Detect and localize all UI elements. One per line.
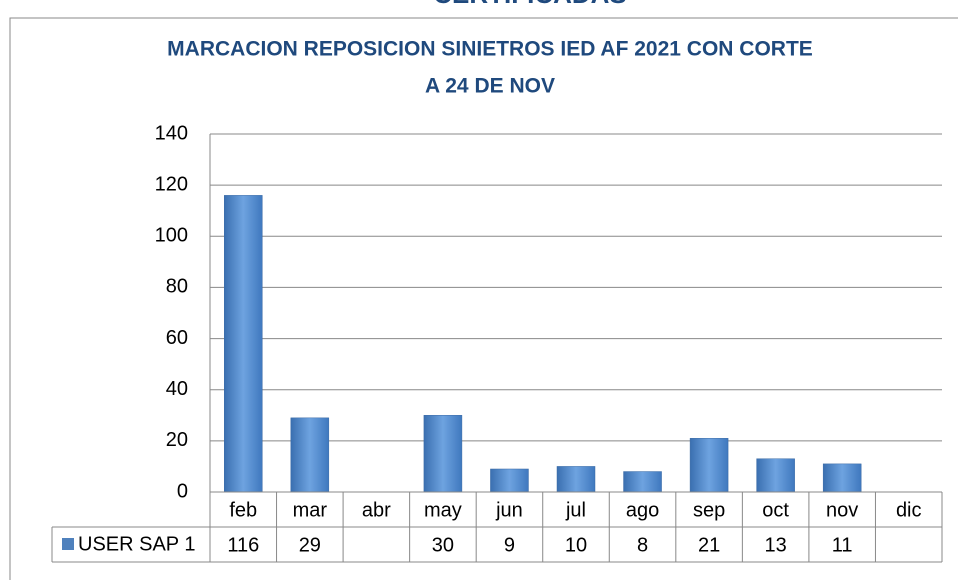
bar bbox=[756, 458, 795, 493]
table-value: 13 bbox=[765, 534, 787, 556]
y-tick-label: 80 bbox=[166, 276, 188, 298]
legend-key bbox=[62, 538, 74, 550]
x-tick-label: abr bbox=[362, 499, 391, 521]
bar bbox=[689, 438, 729, 493]
table-value: 8 bbox=[637, 534, 648, 556]
y-tick-label: 20 bbox=[166, 429, 188, 451]
page-heading: CERTIFICADAS bbox=[433, 0, 627, 9]
x-tick-label: nov bbox=[826, 499, 858, 521]
x-tick-label: ago bbox=[626, 499, 659, 521]
table-value: 29 bbox=[299, 534, 321, 556]
bar bbox=[490, 468, 529, 493]
x-tick-label: mar bbox=[293, 499, 328, 521]
bar bbox=[290, 417, 330, 493]
bar bbox=[623, 471, 662, 493]
table-value: 21 bbox=[698, 534, 720, 556]
chart-frame bbox=[9, 17, 958, 580]
y-tick-label: 40 bbox=[166, 378, 188, 400]
y-tick-label: 0 bbox=[177, 480, 188, 502]
x-tick-label: jun bbox=[495, 499, 523, 521]
x-tick-label: oct bbox=[762, 499, 789, 521]
chart-title: A 24 DE NOV bbox=[425, 75, 555, 98]
y-tick-label: 60 bbox=[166, 327, 188, 349]
table-value: 30 bbox=[432, 534, 454, 556]
table-value: 9 bbox=[504, 534, 515, 556]
table-value: 116 bbox=[227, 534, 259, 556]
y-tick-label: 100 bbox=[155, 225, 188, 247]
x-tick-label: may bbox=[424, 499, 462, 521]
legend-label: USER SAP 1 bbox=[78, 533, 195, 555]
bar bbox=[556, 466, 596, 493]
y-tick-label: 120 bbox=[155, 173, 188, 195]
y-tick-label: 140 bbox=[155, 122, 188, 144]
x-tick-label: dic bbox=[896, 499, 922, 521]
x-tick-label: jul bbox=[565, 499, 586, 521]
chart-title: MARCACION REPOSICION SINIETROS IED AF 20… bbox=[167, 38, 813, 61]
bar bbox=[822, 463, 862, 493]
bar bbox=[423, 415, 463, 493]
bar bbox=[224, 195, 263, 493]
table-value: 10 bbox=[565, 534, 587, 556]
table-value: 11 bbox=[832, 534, 853, 556]
x-tick-label: feb bbox=[229, 499, 257, 521]
x-tick-label: sep bbox=[693, 499, 725, 521]
